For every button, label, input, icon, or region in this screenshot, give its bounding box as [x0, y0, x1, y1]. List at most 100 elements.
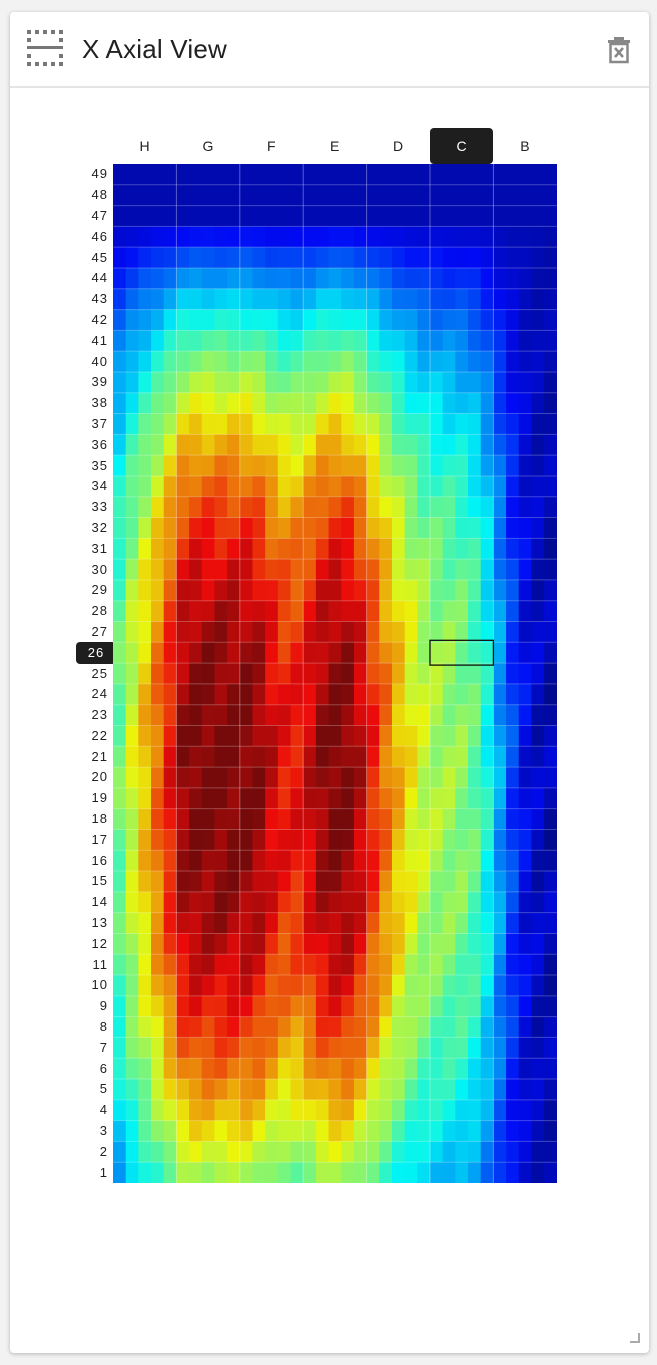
heatmap-cell[interactable] — [518, 850, 532, 872]
heatmap-cell[interactable] — [544, 746, 557, 768]
heatmap-cell[interactable] — [328, 538, 342, 560]
heatmap-cell[interactable] — [379, 1058, 393, 1080]
heatmap-cell[interactable] — [277, 891, 292, 914]
heatmap-cell[interactable] — [480, 1099, 494, 1122]
heatmap-cell[interactable] — [531, 475, 545, 498]
heatmap-cell[interactable] — [113, 683, 127, 706]
heatmap-cell[interactable] — [531, 891, 545, 914]
heatmap-cell[interactable] — [201, 247, 215, 269]
heatmap-cell[interactable] — [531, 1099, 545, 1122]
heatmap-cell[interactable] — [417, 184, 431, 207]
heatmap-cell[interactable] — [252, 975, 266, 997]
heatmap-cell[interactable] — [341, 330, 355, 352]
heatmap-cell[interactable] — [404, 850, 418, 872]
heatmap-cell[interactable] — [303, 226, 317, 248]
heatmap-cell[interactable] — [201, 288, 215, 311]
heatmap-cell[interactable] — [391, 746, 406, 768]
heatmap-cell[interactable] — [455, 392, 469, 415]
heatmap-cell[interactable] — [239, 850, 253, 872]
heatmap-cell[interactable] — [341, 912, 355, 934]
heatmap-cell[interactable] — [138, 1016, 152, 1038]
heatmap-cell[interactable] — [176, 1099, 190, 1122]
heatmap-cell[interactable] — [468, 850, 482, 872]
heatmap-cell[interactable] — [113, 954, 127, 976]
heatmap-cell[interactable] — [303, 704, 317, 726]
heatmap-cell[interactable] — [176, 517, 190, 539]
heatmap-cell[interactable] — [455, 1037, 469, 1059]
heatmap-cell[interactable] — [341, 767, 355, 789]
heatmap-cell[interactable] — [239, 496, 253, 519]
heatmap-cell[interactable] — [265, 455, 279, 477]
heatmap-cell[interactable] — [201, 642, 215, 664]
heatmap-cell[interactable] — [404, 455, 418, 477]
heatmap-cell[interactable] — [290, 330, 304, 352]
heatmap-cell[interactable] — [265, 995, 279, 1018]
heatmap-cell[interactable] — [379, 704, 393, 726]
heatmap-cell[interactable] — [366, 1141, 380, 1163]
heatmap-cell[interactable] — [189, 538, 203, 560]
heatmap-cell[interactable] — [201, 1162, 215, 1183]
heatmap-cell[interactable] — [290, 1058, 304, 1080]
heatmap-cell[interactable] — [138, 767, 152, 789]
heatmap-cell[interactable] — [163, 434, 177, 456]
heatmap-cell[interactable] — [404, 517, 418, 539]
heatmap-cell[interactable] — [113, 642, 127, 664]
heatmap-cell[interactable] — [455, 517, 469, 539]
heatmap-cell[interactable] — [151, 1079, 165, 1101]
heatmap-cell[interactable] — [151, 1141, 165, 1163]
heatmap-cell[interactable] — [518, 787, 532, 810]
heatmap-cell[interactable] — [315, 413, 330, 435]
heatmap-cell[interactable] — [493, 704, 507, 726]
heatmap-cell[interactable] — [138, 330, 152, 352]
heatmap-cell[interactable] — [353, 1016, 368, 1038]
heatmap-cell[interactable] — [518, 413, 532, 435]
heatmap-cell[interactable] — [328, 600, 342, 623]
heatmap-cell[interactable] — [366, 850, 380, 872]
heatmap-cell[interactable] — [315, 1079, 330, 1101]
heatmap-cell[interactable] — [379, 1099, 393, 1122]
heatmap-cell[interactable] — [315, 475, 330, 498]
heatmap-cell[interactable] — [252, 434, 266, 456]
heatmap-cell[interactable] — [544, 995, 557, 1018]
heatmap-cell[interactable] — [125, 642, 139, 664]
heatmap-cell[interactable] — [430, 912, 444, 934]
heatmap-cell[interactable] — [366, 683, 380, 706]
heatmap-cell[interactable] — [544, 642, 557, 664]
heatmap-cell[interactable] — [201, 621, 215, 643]
heatmap-cell[interactable] — [125, 1099, 139, 1122]
heatmap-cell[interactable] — [518, 247, 532, 269]
heatmap-cell[interactable] — [531, 725, 545, 747]
heatmap-cell[interactable] — [353, 954, 368, 976]
heatmap-cell[interactable] — [163, 621, 177, 643]
heatmap-cell[interactable] — [353, 808, 368, 830]
heatmap-cell[interactable] — [201, 205, 215, 227]
heatmap-cell[interactable] — [455, 434, 469, 456]
heatmap-cell[interactable] — [531, 995, 545, 1018]
heatmap-cell[interactable] — [353, 704, 368, 726]
heatmap-cell[interactable] — [379, 1141, 393, 1163]
heatmap-cell[interactable] — [328, 850, 342, 872]
heatmap-cell[interactable] — [265, 600, 279, 623]
heatmap-cell[interactable] — [518, 205, 532, 227]
heatmap-cell[interactable] — [239, 683, 253, 706]
heatmap-cell[interactable] — [201, 455, 215, 477]
heatmap-cell[interactable] — [417, 559, 431, 581]
heatmap-cell[interactable] — [315, 559, 330, 581]
heatmap-cell[interactable] — [239, 787, 253, 810]
heatmap-cell[interactable] — [417, 995, 431, 1018]
heatmap-cell[interactable] — [151, 475, 165, 498]
heatmap-cell[interactable] — [366, 808, 380, 830]
heatmap-cell[interactable] — [468, 517, 482, 539]
heatmap-cell[interactable] — [113, 267, 127, 290]
heatmap-cell[interactable] — [353, 995, 368, 1018]
heatmap-cell[interactable] — [303, 413, 317, 435]
heatmap-cell[interactable] — [518, 912, 532, 934]
heatmap-cell[interactable] — [442, 1141, 456, 1163]
column-label-h[interactable]: H — [139, 138, 150, 154]
heatmap-cell[interactable] — [176, 1058, 190, 1080]
heatmap-cell[interactable] — [239, 621, 253, 643]
heatmap-cell[interactable] — [277, 954, 292, 976]
heatmap-cell[interactable] — [442, 891, 456, 914]
heatmap-cell[interactable] — [493, 434, 507, 456]
heatmap-cell[interactable] — [201, 267, 215, 290]
